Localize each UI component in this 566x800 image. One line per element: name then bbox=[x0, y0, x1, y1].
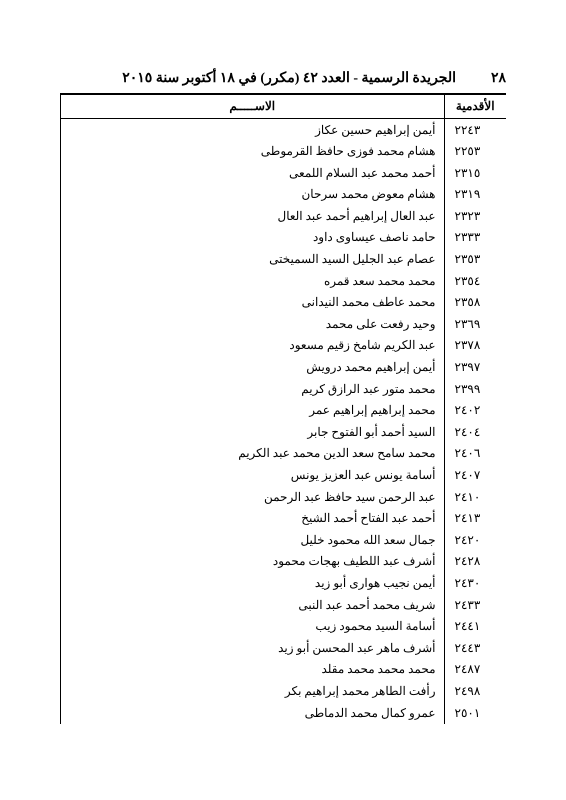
cell-name: أيمن نجيب هوارى أبو زيد bbox=[61, 572, 445, 594]
cell-seniority: ٢٣٦٩ bbox=[444, 313, 506, 335]
cell-seniority: ٢٢٥٣ bbox=[444, 141, 506, 163]
cell-name: عبد الكريم شامخ زقيم مسعود bbox=[61, 335, 445, 357]
cell-seniority: ٢٣٢٣ bbox=[444, 205, 506, 227]
cell-seniority: ٢٤٣٣ bbox=[444, 594, 506, 616]
table-row: ٢٣٥٤محمد محمد سعد قمره bbox=[61, 270, 507, 292]
cell-name: شريف محمد أحمد عبد النبى bbox=[61, 594, 445, 616]
cell-name: محمد سامح سعد الدين محمد عبد الكريم bbox=[61, 443, 445, 465]
cell-name: جمال سعد الله محمود خليل bbox=[61, 529, 445, 551]
table-row: ٢٤٤٣أشرف ماهر عبد المحسن أبو زيد bbox=[61, 637, 507, 659]
cell-seniority: ٢٤٠٤ bbox=[444, 421, 506, 443]
cell-name: محمد إبراهيم إبراهيم عمر bbox=[61, 400, 445, 422]
table-row: ٢٤٤١أسامة السيد محمود زيب bbox=[61, 616, 507, 638]
table-row: ٢٤٢٨أشرف عبد اللطيف بهجات محمود bbox=[61, 551, 507, 573]
cell-name: أسامة يونس عبد العزيز يونس bbox=[61, 465, 445, 487]
cell-seniority: ٢٤٤١ bbox=[444, 616, 506, 638]
cell-name: أحمد عبد الفتاح أحمد الشيخ bbox=[61, 508, 445, 530]
page-number: ٢٨ bbox=[466, 70, 506, 87]
cell-seniority: ٢٣٣٣ bbox=[444, 227, 506, 249]
cell-name: حامد ناصف عيساوى داود bbox=[61, 227, 445, 249]
table-row: ٢٤٠٤السيد أحمد أبو الفتوح جابر bbox=[61, 421, 507, 443]
cell-name: أشرف عبد اللطيف بهجات محمود bbox=[61, 551, 445, 573]
table-row: ٢٣٩٩محمد متور عبد الرازق كريم bbox=[61, 378, 507, 400]
table-row: ٢٣٥٨محمد عاطف محمد النيدانى bbox=[61, 292, 507, 314]
cell-name: هشام محمد فوزى حافظ القرموطى bbox=[61, 141, 445, 163]
cell-name: عمرو كمال محمد الدماطى bbox=[61, 702, 445, 724]
table-row: ٢٤٠٢محمد إبراهيم إبراهيم عمر bbox=[61, 400, 507, 422]
cell-name: محمد محمد سعد قمره bbox=[61, 270, 445, 292]
table-row: ٢٣٦٩وحيد رفعت على محمد bbox=[61, 313, 507, 335]
table-row: ٢٤٨٧محمد محمد محمد مقلد bbox=[61, 659, 507, 681]
cell-name: هشام معوض محمد سرحان bbox=[61, 184, 445, 206]
cell-seniority: ٢٣٥٨ bbox=[444, 292, 506, 314]
cell-name: أيمن إبراهيم حسين عكاز bbox=[61, 119, 445, 141]
cell-name: وحيد رفعت على محمد bbox=[61, 313, 445, 335]
cell-name: عصام عبد الجليل السيد السميختى bbox=[61, 249, 445, 271]
cell-seniority: ٢٢٤٣ bbox=[444, 119, 506, 141]
cell-name: أسامة السيد محمود زيب bbox=[61, 616, 445, 638]
table-row: ٢٤٣٣شريف محمد أحمد عبد النبى bbox=[61, 594, 507, 616]
cell-seniority: ٢٤٨٧ bbox=[444, 659, 506, 681]
cell-seniority: ٢٤١٣ bbox=[444, 508, 506, 530]
cell-seniority: ٢٤٤٣ bbox=[444, 637, 506, 659]
cell-seniority: ٢٤٣٠ bbox=[444, 572, 506, 594]
table-row: ٢٤٠٧أسامة يونس عبد العزيز يونس bbox=[61, 465, 507, 487]
table-row: ٢٣٢٣عبد العال إبراهيم أحمد عبد العال bbox=[61, 205, 507, 227]
table-row: ٢٤٢٠جمال سعد الله محمود خليل bbox=[61, 529, 507, 551]
cell-name: محمد محمد محمد مقلد bbox=[61, 659, 445, 681]
header-seniority: الأقدمية bbox=[444, 95, 506, 119]
table-row: ٢٣٥٣عصام عبد الجليل السيد السميختى bbox=[61, 249, 507, 271]
cell-seniority: ٢٣٩٧ bbox=[444, 357, 506, 379]
cell-name: أشرف ماهر عبد المحسن أبو زيد bbox=[61, 637, 445, 659]
page-header: ٢٨ الجريدة الرسمية - العدد ٤٢ (مكرر) في … bbox=[60, 70, 506, 95]
table-body: ٢٢٤٣أيمن إبراهيم حسين عكاز٢٢٥٣هشام محمد … bbox=[61, 119, 507, 724]
table-row: ٢٣١٥أحمد محمد عبد السلام اللمعى bbox=[61, 162, 507, 184]
cell-name: رأفت الطاهر محمد إبراهيم بكر bbox=[61, 680, 445, 702]
cell-seniority: ٢٥٠١ bbox=[444, 702, 506, 724]
cell-name: السيد أحمد أبو الفتوح جابر bbox=[61, 421, 445, 443]
table-row: ٢٤٠٦محمد سامح سعد الدين محمد عبد الكريم bbox=[61, 443, 507, 465]
cell-seniority: ٢٣٥٤ bbox=[444, 270, 506, 292]
table-header-row: الأقدمية الاســـــم bbox=[61, 95, 507, 119]
cell-seniority: ٢٣١٥ bbox=[444, 162, 506, 184]
cell-seniority: ٢٣٥٣ bbox=[444, 249, 506, 271]
cell-name: أيمن إبراهيم محمد درويش bbox=[61, 357, 445, 379]
table-row: ٢٢٤٣أيمن إبراهيم حسين عكاز bbox=[61, 119, 507, 141]
journal-title: الجريدة الرسمية - العدد ٤٢ (مكرر) في ١٨ … bbox=[60, 70, 466, 87]
table-row: ٢٣١٩هشام معوض محمد سرحان bbox=[61, 184, 507, 206]
cell-name: محمد متور عبد الرازق كريم bbox=[61, 378, 445, 400]
table-row: ٢٣٩٧أيمن إبراهيم محمد درويش bbox=[61, 357, 507, 379]
cell-seniority: ٢٤٩٨ bbox=[444, 680, 506, 702]
cell-seniority: ٢٤٠٦ bbox=[444, 443, 506, 465]
table-row: ٢٣٣٣حامد ناصف عيساوى داود bbox=[61, 227, 507, 249]
cell-seniority: ٢٤٠٢ bbox=[444, 400, 506, 422]
cell-seniority: ٢٤٠٧ bbox=[444, 465, 506, 487]
table-row: ٢٤٩٨رأفت الطاهر محمد إبراهيم بكر bbox=[61, 680, 507, 702]
table-row: ٢٥٠١عمرو كمال محمد الدماطى bbox=[61, 702, 507, 724]
header-name: الاســـــم bbox=[61, 95, 445, 119]
cell-seniority: ٢٤٢٨ bbox=[444, 551, 506, 573]
table-row: ٢٢٥٣هشام محمد فوزى حافظ القرموطى bbox=[61, 141, 507, 163]
cell-seniority: ٢٤٢٠ bbox=[444, 529, 506, 551]
seniority-table: الأقدمية الاســـــم ٢٢٤٣أيمن إبراهيم حسي… bbox=[60, 95, 506, 724]
table-row: ٢٤١٠عبد الرحمن سيد حافظ عبد الرحمن bbox=[61, 486, 507, 508]
table-row: ٢٤١٣أحمد عبد الفتاح أحمد الشيخ bbox=[61, 508, 507, 530]
cell-seniority: ٢٣٩٩ bbox=[444, 378, 506, 400]
cell-seniority: ٢٣١٩ bbox=[444, 184, 506, 206]
cell-name: محمد عاطف محمد النيدانى bbox=[61, 292, 445, 314]
cell-name: عبد الرحمن سيد حافظ عبد الرحمن bbox=[61, 486, 445, 508]
cell-name: عبد العال إبراهيم أحمد عبد العال bbox=[61, 205, 445, 227]
cell-seniority: ٢٤١٠ bbox=[444, 486, 506, 508]
cell-seniority: ٢٣٧٨ bbox=[444, 335, 506, 357]
table-row: ٢٣٧٨عبد الكريم شامخ زقيم مسعود bbox=[61, 335, 507, 357]
cell-name: أحمد محمد عبد السلام اللمعى bbox=[61, 162, 445, 184]
table-row: ٢٤٣٠أيمن نجيب هوارى أبو زيد bbox=[61, 572, 507, 594]
